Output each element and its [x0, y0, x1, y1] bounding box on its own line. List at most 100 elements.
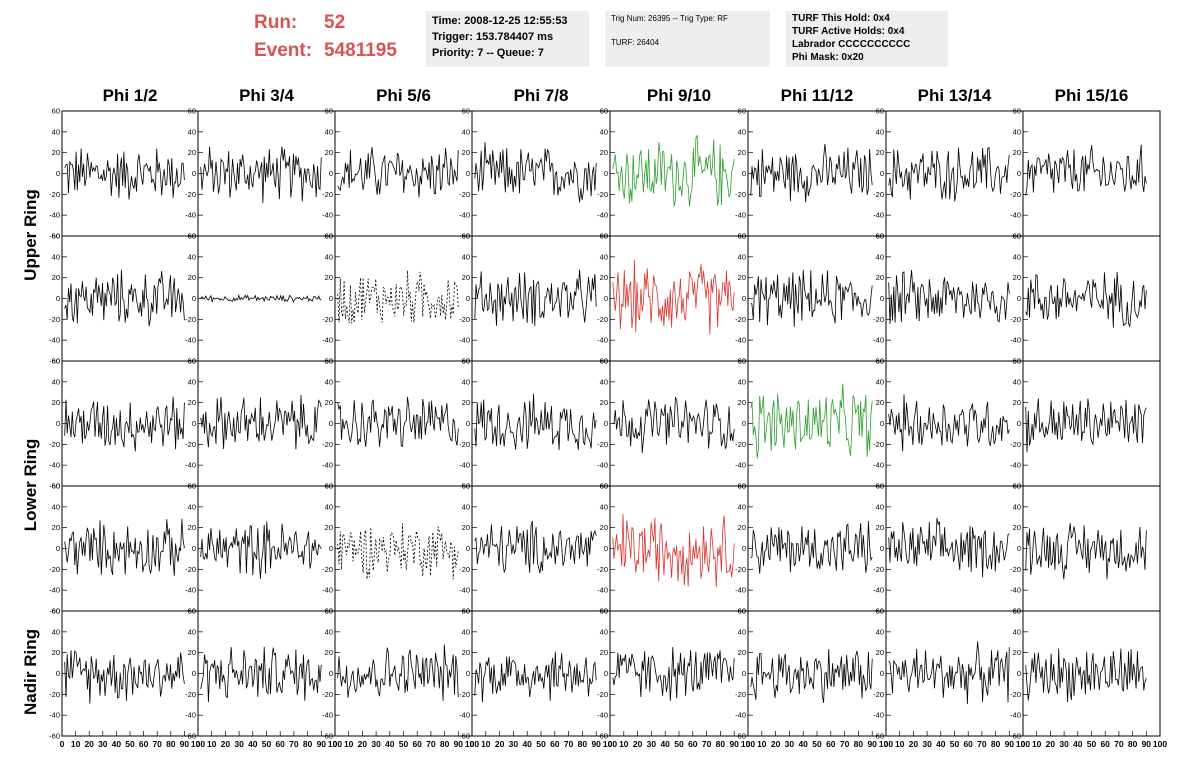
y-tick-label: 40: [462, 502, 470, 511]
phi-mask-text: Phi Mask: 0x20: [792, 52, 864, 63]
y-tick-label: -40: [1010, 711, 1021, 720]
y-tick-label: -60: [49, 732, 60, 741]
y-tick-label: 0: [604, 669, 608, 678]
y-tick-label: 20: [188, 648, 196, 657]
x-tick-label: 30: [1059, 739, 1069, 749]
y-tick-label: -40: [873, 461, 884, 470]
y-tick-label: 0: [56, 544, 60, 553]
x-tick-label: 0: [196, 739, 201, 749]
x-tick-label: 100: [1016, 739, 1030, 749]
y-tick-label: 20: [1013, 273, 1021, 282]
x-tick-label: 30: [371, 739, 381, 749]
y-tick-label: 40: [325, 627, 333, 636]
y-tick-label: -20: [873, 440, 884, 449]
y-tick-label: 60: [1013, 107, 1021, 116]
x-tick-label: 20: [495, 739, 505, 749]
y-tick-label: 40: [600, 252, 608, 261]
y-tick-label: 40: [876, 127, 884, 136]
labrador-text: Labrador CCCCCCCCCC: [792, 39, 911, 50]
x-tick-label: 40: [385, 739, 395, 749]
waveform-trace: [474, 269, 597, 327]
y-tick-label: -40: [735, 461, 746, 470]
time-text: Time: 2008-12-25 12:55:53: [432, 15, 568, 27]
y-tick-label: 60: [876, 357, 884, 366]
x-tick-label: 50: [536, 739, 546, 749]
trig-info-box: Trig Num: 26395 -- Trig Type: RF TURF: 2…: [605, 11, 770, 67]
y-tick-label: 40: [1013, 252, 1021, 261]
y-tick-label: 0: [604, 294, 608, 303]
y-tick-label: -40: [49, 461, 60, 470]
y-tick-label: 60: [738, 107, 746, 116]
y-tick-label: 0: [466, 294, 470, 303]
y-tick-label: 0: [466, 544, 470, 553]
x-tick-label: 90: [454, 739, 464, 749]
panel-frame: [609, 110, 749, 237]
waveform-trace: [200, 293, 322, 303]
x-tick-label: 10: [757, 739, 767, 749]
waveform-trace: [750, 649, 873, 703]
y-tick-label: 0: [192, 169, 196, 178]
y-tick-label: 0: [1017, 419, 1021, 428]
y-tick-label: 40: [1013, 377, 1021, 386]
y-tick-label: -60: [49, 482, 60, 491]
y-tick-label: 40: [52, 502, 60, 511]
y-tick-label: 60: [52, 107, 60, 116]
waveform-trace: [750, 521, 873, 574]
y-tick-label: 40: [188, 377, 196, 386]
y-tick-label: 60: [52, 607, 60, 616]
y-tick-label: 60: [325, 232, 333, 241]
y-tick-label: 20: [1013, 648, 1021, 657]
y-tick-label: -40: [49, 336, 60, 345]
trigger-text: Trigger: 153.784407 ms: [432, 31, 554, 43]
waveform-trace: [200, 394, 322, 450]
x-tick-label: 90: [867, 739, 877, 749]
x-tick-label: 10: [71, 739, 81, 749]
waveform-trace: [474, 393, 597, 451]
panel-frame: [334, 235, 473, 362]
y-tick-label: 40: [188, 127, 196, 136]
y-tick-label: -20: [735, 440, 746, 449]
waveform-trace: [612, 259, 735, 335]
y-tick-label: -40: [873, 211, 884, 220]
x-tick-label: 100: [328, 739, 342, 749]
y-tick-label: 20: [876, 273, 884, 282]
y-tick-label: -60: [873, 732, 884, 741]
y-tick-label: -20: [459, 440, 470, 449]
y-tick-label: -20: [873, 190, 884, 199]
y-tick-label: -40: [185, 461, 196, 470]
y-tick-label: -20: [735, 190, 746, 199]
waveform-trace: [612, 135, 735, 207]
x-tick-label: 90: [1005, 739, 1015, 749]
panel-frame: [197, 110, 336, 237]
y-tick-label: 40: [462, 377, 470, 386]
x-tick-label: 70: [702, 739, 712, 749]
panel-lower-ring-phi-1-r3: 60 40 20 0 -20 -40 -60: [49, 357, 199, 491]
y-tick-label: -60: [735, 732, 746, 741]
x-tick-label: 40: [522, 739, 532, 749]
y-tick-label: 0: [1017, 544, 1021, 553]
y-tick-label: -40: [49, 586, 60, 595]
x-tick-label: 0: [746, 739, 751, 749]
x-tick-label: 80: [440, 739, 450, 749]
x-tick-label: 80: [716, 739, 726, 749]
y-tick-label: 60: [600, 107, 608, 116]
y-tick-label: -40: [873, 336, 884, 345]
y-tick-label: 40: [1013, 127, 1021, 136]
y-tick-label: -40: [735, 711, 746, 720]
y-tick-label: 60: [738, 357, 746, 366]
x-tick-label: 20: [633, 739, 643, 749]
panel-frame: [471, 610, 611, 737]
y-tick-label: 0: [329, 419, 333, 428]
y-tick-label: -40: [322, 461, 333, 470]
x-tick-label: 60: [412, 739, 422, 749]
y-tick-label: 0: [1017, 669, 1021, 678]
y-tick-label: -20: [322, 440, 333, 449]
y-tick-label: 20: [325, 273, 333, 282]
y-tick-label: 0: [880, 669, 884, 678]
y-tick-label: 40: [738, 627, 746, 636]
